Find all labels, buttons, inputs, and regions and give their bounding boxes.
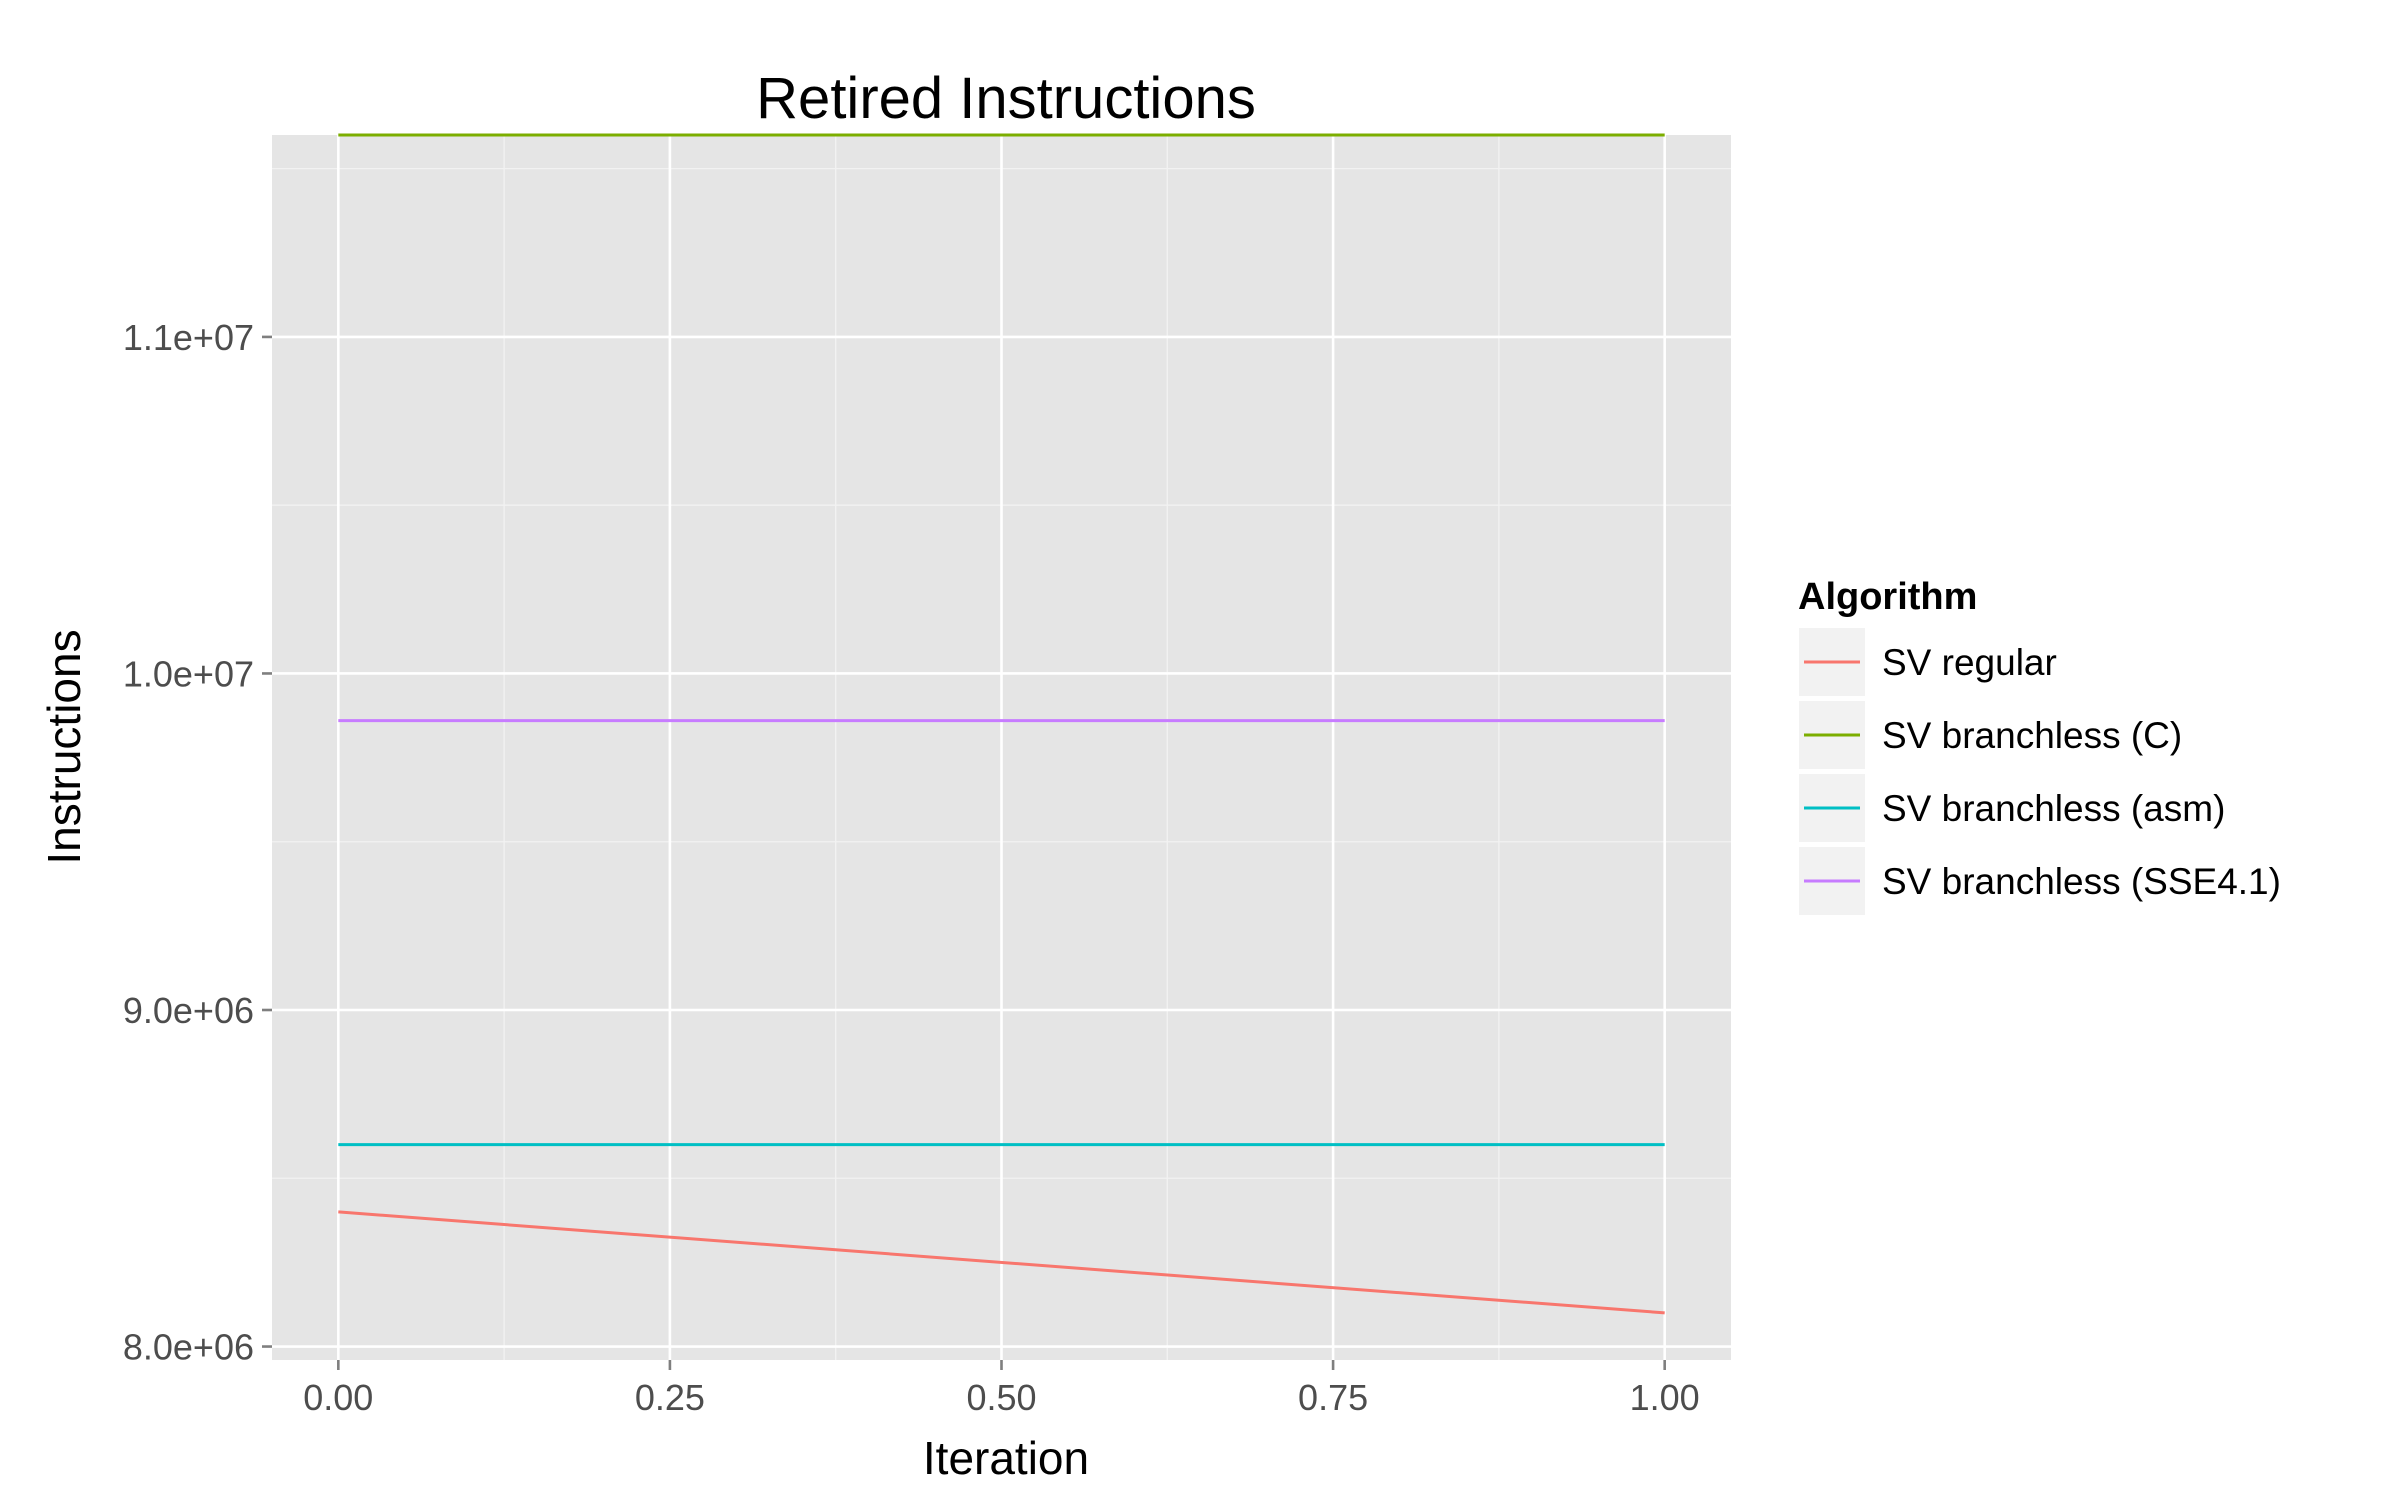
y-tick-label: 9.0e+06 (123, 990, 254, 1031)
grid (272, 135, 1731, 1360)
x-axis-title: Iteration (923, 1432, 1089, 1484)
series-line-1 (338, 1210, 1665, 1315)
legend-label: SV branchless (asm) (1882, 788, 2225, 829)
legend: Algorithm SV regular SV branchless (C) SV … (1797, 576, 2281, 917)
axes: 0.00 0.25 0.50 0.75 1.00 8.0e+06 9.0e+06 1.0e+0… (123, 317, 1700, 1418)
x-tick-label: 0.25 (635, 1377, 705, 1418)
y-tick-label: 1.0e+07 (123, 653, 254, 694)
series-lines (338, 133, 1665, 1315)
x-tick-label: 0.00 (303, 1377, 373, 1418)
legend-label: SV regular (1882, 642, 2057, 683)
y-tick-label: 8.0e+06 (123, 1327, 254, 1368)
y-tick-label: 1.1e+07 (123, 317, 254, 358)
y-axis-title: Instructions (38, 629, 90, 864)
x-tick-label: 0.50 (966, 1377, 1036, 1418)
legend-label: SV branchless (SSE4.1) (1882, 861, 2281, 902)
legend-title: Algorithm (1798, 576, 1977, 618)
legend-label: SV branchless (C) (1882, 715, 2182, 756)
x-tick-label: 1.00 (1630, 1377, 1700, 1418)
x-tick-label: 0.75 (1298, 1377, 1368, 1418)
chart-title: Retired Instructions (756, 66, 1256, 131)
